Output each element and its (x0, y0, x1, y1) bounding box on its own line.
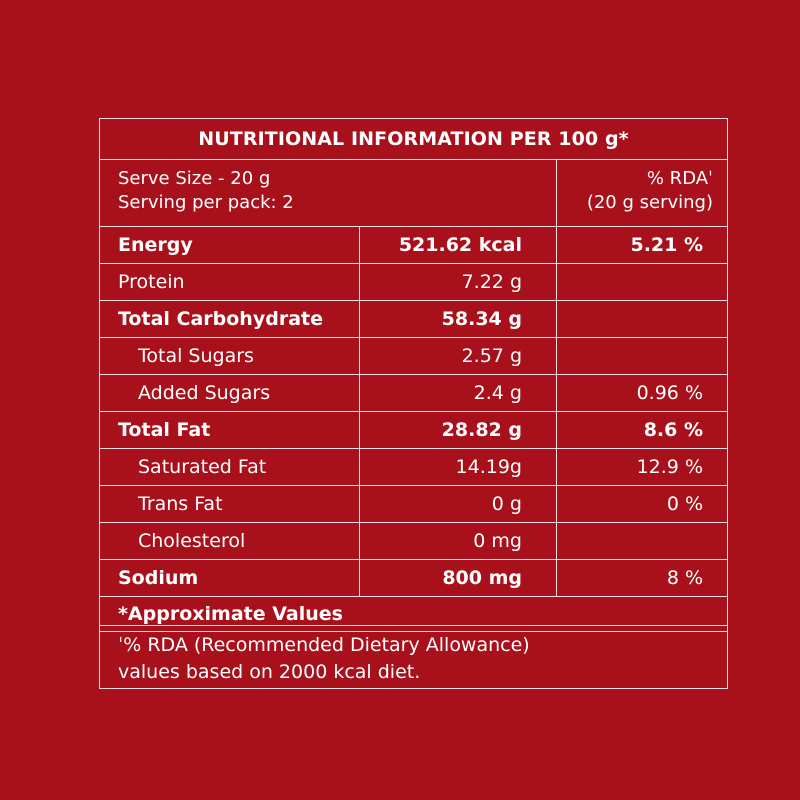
serving-info-row: Serve Size - 20 g Serving per pack: 2 % … (100, 160, 727, 227)
nutrient-rda (557, 523, 727, 559)
table-row-cholesterol: Cholesterol 0 mg (100, 523, 727, 560)
nutrient-value: 7.22 g (360, 264, 557, 300)
nutrient-rda: 0.96 % (636, 382, 703, 404)
table-row-total-carbohydrate: Total Carbohydrate 58.34 g (100, 301, 727, 338)
nutrient-name: Energy (100, 227, 360, 263)
serving-info: Serve Size - 20 g Serving per pack: 2 (100, 160, 557, 226)
nutrient-name: Trans Fat (100, 486, 360, 522)
serve-size: Serve Size - 20 g (118, 168, 271, 189)
nutrient-rda: 8.6 % (643, 419, 703, 441)
table-row-total-fat: Total Fat 28.82 g 8.6 % (100, 412, 727, 449)
nutrient-value: 0 mg (360, 523, 557, 559)
table-row-added-sugars: Added Sugars 2.4 g 0.96 % (100, 375, 727, 412)
rda-header: % RDAˈ (20 g serving) (557, 160, 727, 226)
nutrient-value: 521.62 kcal (360, 227, 557, 263)
nutrient-rda: 8 % (666, 567, 703, 589)
rda-footnote: ˈ% RDA (Recommended Dietary Allowance) v… (99, 625, 728, 689)
nutrient-name: Total Carbohydrate (100, 301, 360, 337)
table-row-trans-fat: Trans Fat 0 g 0 % (100, 486, 727, 523)
nutrient-value: 800 mg (360, 560, 557, 596)
table-title: NUTRITIONAL INFORMATION PER 100 g* (100, 119, 727, 160)
table-row-protein: Protein 7.22 g (100, 264, 727, 301)
nutrient-rda: 12.9 % (636, 456, 703, 478)
rda-serving-label: (20 g serving) (586, 192, 713, 213)
nutrient-rda (557, 338, 727, 374)
nutrient-name: Total Sugars (100, 338, 360, 374)
nutrient-rda: 5.21 % (630, 234, 703, 256)
nutrient-name: Total Fat (100, 412, 360, 448)
nutrient-name: Protein (100, 264, 360, 300)
rda-header-label: % RDAˈ (646, 168, 713, 189)
serving-per-pack: Serving per pack: 2 (118, 192, 294, 213)
nutrient-value: 14.19g (360, 449, 557, 485)
nutrient-value: 2.57 g (360, 338, 557, 374)
nutrient-rda (557, 301, 727, 337)
nutrient-name: Sodium (100, 560, 360, 596)
nutrient-name: Saturated Fat (100, 449, 360, 485)
nutrient-rda: 0 % (666, 493, 703, 515)
table-row-energy: Energy 521.62 kcal 5.21 % (100, 227, 727, 264)
footnote-line-2: values based on 2000 kcal diet. (118, 661, 421, 683)
nutrition-table: NUTRITIONAL INFORMATION PER 100 g* Serve… (99, 118, 728, 632)
nutrient-value: 0 g (360, 486, 557, 522)
nutrient-rda (557, 264, 727, 300)
footnote-line-1: ˈ% RDA (Recommended Dietary Allowance) (118, 634, 530, 656)
nutrient-value: 58.34 g (360, 301, 557, 337)
table-row-sodium: Sodium 800 mg 8 % (100, 560, 727, 597)
table-row-saturated-fat: Saturated Fat 14.19g 12.9 % (100, 449, 727, 486)
nutrient-name: Cholesterol (100, 523, 360, 559)
approximate-values-note: *Approximate Values (118, 603, 343, 625)
table-row-total-sugars: Total Sugars 2.57 g (100, 338, 727, 375)
nutrient-name: Added Sugars (100, 375, 360, 411)
nutrient-value: 2.4 g (360, 375, 557, 411)
nutrient-value: 28.82 g (360, 412, 557, 448)
